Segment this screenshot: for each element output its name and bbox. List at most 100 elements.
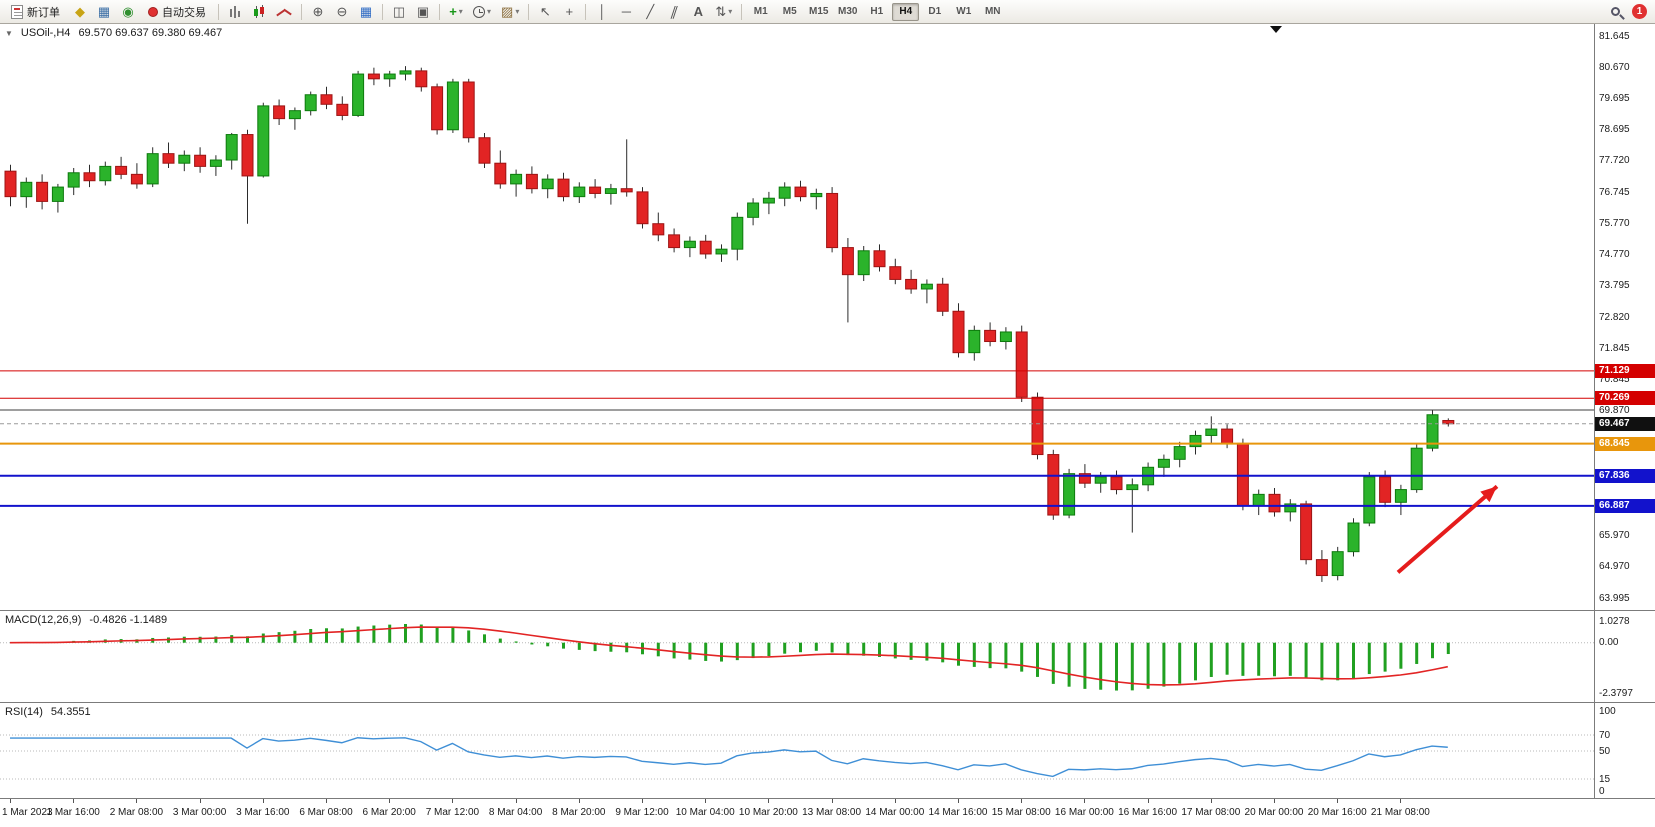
trend-arrow[interactable] xyxy=(1396,484,1499,574)
candle-body xyxy=(968,329,981,354)
dropdown-arrow-icon: ▾ xyxy=(458,7,463,16)
timeframe-MN[interactable]: MN xyxy=(984,6,1001,17)
equidistant-channel-button[interactable]: ∥ xyxy=(663,2,685,22)
price-chart-plot[interactable] xyxy=(0,24,1594,610)
candle-body xyxy=(431,86,444,131)
rsi-line xyxy=(10,737,1448,778)
profiles-icon: ◆ xyxy=(75,3,85,19)
macd-axis[interactable]: 1.0278 0.00 -2.3797 xyxy=(1594,611,1655,702)
arrows-tool-icon: ⇅ xyxy=(715,3,727,19)
candle-body xyxy=(1063,473,1076,516)
profiles-button[interactable]: ◆ xyxy=(69,2,91,22)
macd-plot[interactable] xyxy=(0,611,1594,702)
time-tick xyxy=(389,799,391,803)
time-tick xyxy=(642,799,643,803)
timeframe-M5[interactable]: M5 xyxy=(782,6,797,17)
candle-body xyxy=(4,170,17,198)
templates-button[interactable]: ▨ ▾ xyxy=(497,2,523,22)
price-axis-label: 76.745 xyxy=(1599,186,1630,198)
time-axis[interactable]: 1 Mar 2023 1 Mar 16:00 2 Mar 08:00 3 Mar 00… xyxy=(0,798,1655,827)
candle-body xyxy=(1173,446,1186,460)
candle-body xyxy=(99,165,112,182)
macd-axis-label: 0.00 xyxy=(1599,637,1619,649)
notification-badge[interactable]: 1 xyxy=(1632,4,1647,19)
timeframe-D1[interactable]: D1 xyxy=(928,6,942,17)
community-button[interactable]: ◉ xyxy=(117,2,139,22)
vertical-line-button[interactable]: │ xyxy=(591,2,613,22)
line-chart-icon xyxy=(276,5,292,19)
price-tag-70.269: 70.269 xyxy=(1595,391,1655,406)
candle-body xyxy=(1126,484,1139,491)
cursor-button[interactable]: ↖ xyxy=(534,2,556,22)
line-chart-button[interactable] xyxy=(272,2,296,22)
timeframe-W1[interactable]: W1 xyxy=(956,6,972,17)
candle-body xyxy=(67,172,80,188)
auto-trading-button[interactable]: 自动交易 xyxy=(141,2,213,22)
arrange-windows-icon: ▣ xyxy=(416,3,430,19)
timeframe-M1[interactable]: M1 xyxy=(753,6,768,17)
bar-chart-button[interactable] xyxy=(224,2,246,22)
indicators-button[interactable]: + ▾ xyxy=(445,2,467,22)
time-tick xyxy=(1400,799,1402,803)
arrows-tool-button[interactable]: ⇅ ▾ xyxy=(711,2,736,22)
trendline-button[interactable]: ╱ xyxy=(639,2,661,22)
time-tick xyxy=(262,799,264,803)
candle-body xyxy=(1252,493,1265,507)
macd-values: -0.4826 -1.1489 xyxy=(89,614,168,626)
candle-body xyxy=(352,73,365,116)
horizontal-line-button[interactable]: ─ xyxy=(615,2,637,22)
candle-body xyxy=(1442,419,1455,425)
candlestick-chart-button[interactable] xyxy=(248,2,270,22)
zoom-out-button[interactable]: ⊖ xyxy=(331,2,353,22)
candle-body xyxy=(288,110,301,120)
time-axis-label: 20 Mar 16:00 xyxy=(1307,807,1367,818)
arrange-windows-button[interactable]: ▣ xyxy=(412,2,434,22)
candle-body xyxy=(636,191,649,225)
candle-body xyxy=(1236,442,1249,507)
crosshair-button[interactable]: + xyxy=(558,2,580,22)
horizontal-line-icon: ─ xyxy=(621,4,631,19)
zoom-in-button[interactable]: ⊕ xyxy=(307,2,329,22)
time-tick xyxy=(515,799,517,803)
grid-button[interactable]: ▦ xyxy=(355,2,377,22)
rsi-axis[interactable]: 100 70 50 15 0 xyxy=(1594,703,1655,798)
rsi-plot[interactable] xyxy=(0,703,1594,798)
time-axis-label: 8 Mar 04:00 xyxy=(488,807,543,818)
price-axis-label: 80.670 xyxy=(1599,61,1630,73)
rsi-panel: RSI(14) 54.3551 100 70 50 15 0 xyxy=(0,702,1655,798)
search-button[interactable] xyxy=(1604,2,1626,22)
periods-button[interactable]: ▾ xyxy=(469,2,495,22)
candle-body xyxy=(683,240,696,249)
candle-body xyxy=(367,73,380,80)
text-label-icon: A xyxy=(693,4,704,19)
time-axis-label: 13 Mar 08:00 xyxy=(802,807,862,818)
collapse-icon[interactable]: ▼ xyxy=(5,28,13,38)
new-order-button[interactable]: 新订单 xyxy=(4,2,67,22)
price-tag-69.467: 69.467 xyxy=(1595,416,1655,431)
macd-axis-label: -2.3797 xyxy=(1599,687,1633,699)
rsi-value: 54.3551 xyxy=(50,706,91,718)
price-axis-label: 79.695 xyxy=(1599,92,1630,104)
rsi-axis-label: 100 xyxy=(1599,705,1616,717)
chart-window-button[interactable]: ▦ xyxy=(93,2,115,22)
price-tag-71.129: 71.129 xyxy=(1595,363,1655,378)
text-label-button[interactable]: A xyxy=(687,2,709,22)
chart-shift-marker[interactable] xyxy=(1270,26,1282,33)
time-axis-label: 21 Mar 08:00 xyxy=(1370,807,1430,818)
tile-windows-icon: ◫ xyxy=(392,3,406,19)
tile-windows-button[interactable]: ◫ xyxy=(388,2,410,22)
timeframe-H4[interactable]: H4 xyxy=(892,2,920,21)
timeframe-H1[interactable]: H1 xyxy=(870,6,884,17)
time-tick xyxy=(1147,799,1149,803)
candle-body xyxy=(668,234,681,249)
candle-body xyxy=(715,248,728,255)
candle-body xyxy=(1189,434,1202,448)
timeframe-M15[interactable]: M15 xyxy=(809,6,829,17)
candle-body xyxy=(383,73,396,80)
price-axis[interactable]: 81.645 80.670 79.695 78.695 77.720 76.745 75.7… xyxy=(1594,24,1655,610)
indicators-icon: + xyxy=(449,4,457,19)
timeframe-M30[interactable]: M30 xyxy=(838,6,858,17)
candle-body xyxy=(810,192,823,198)
price-axis-label: 74.770 xyxy=(1599,249,1630,261)
